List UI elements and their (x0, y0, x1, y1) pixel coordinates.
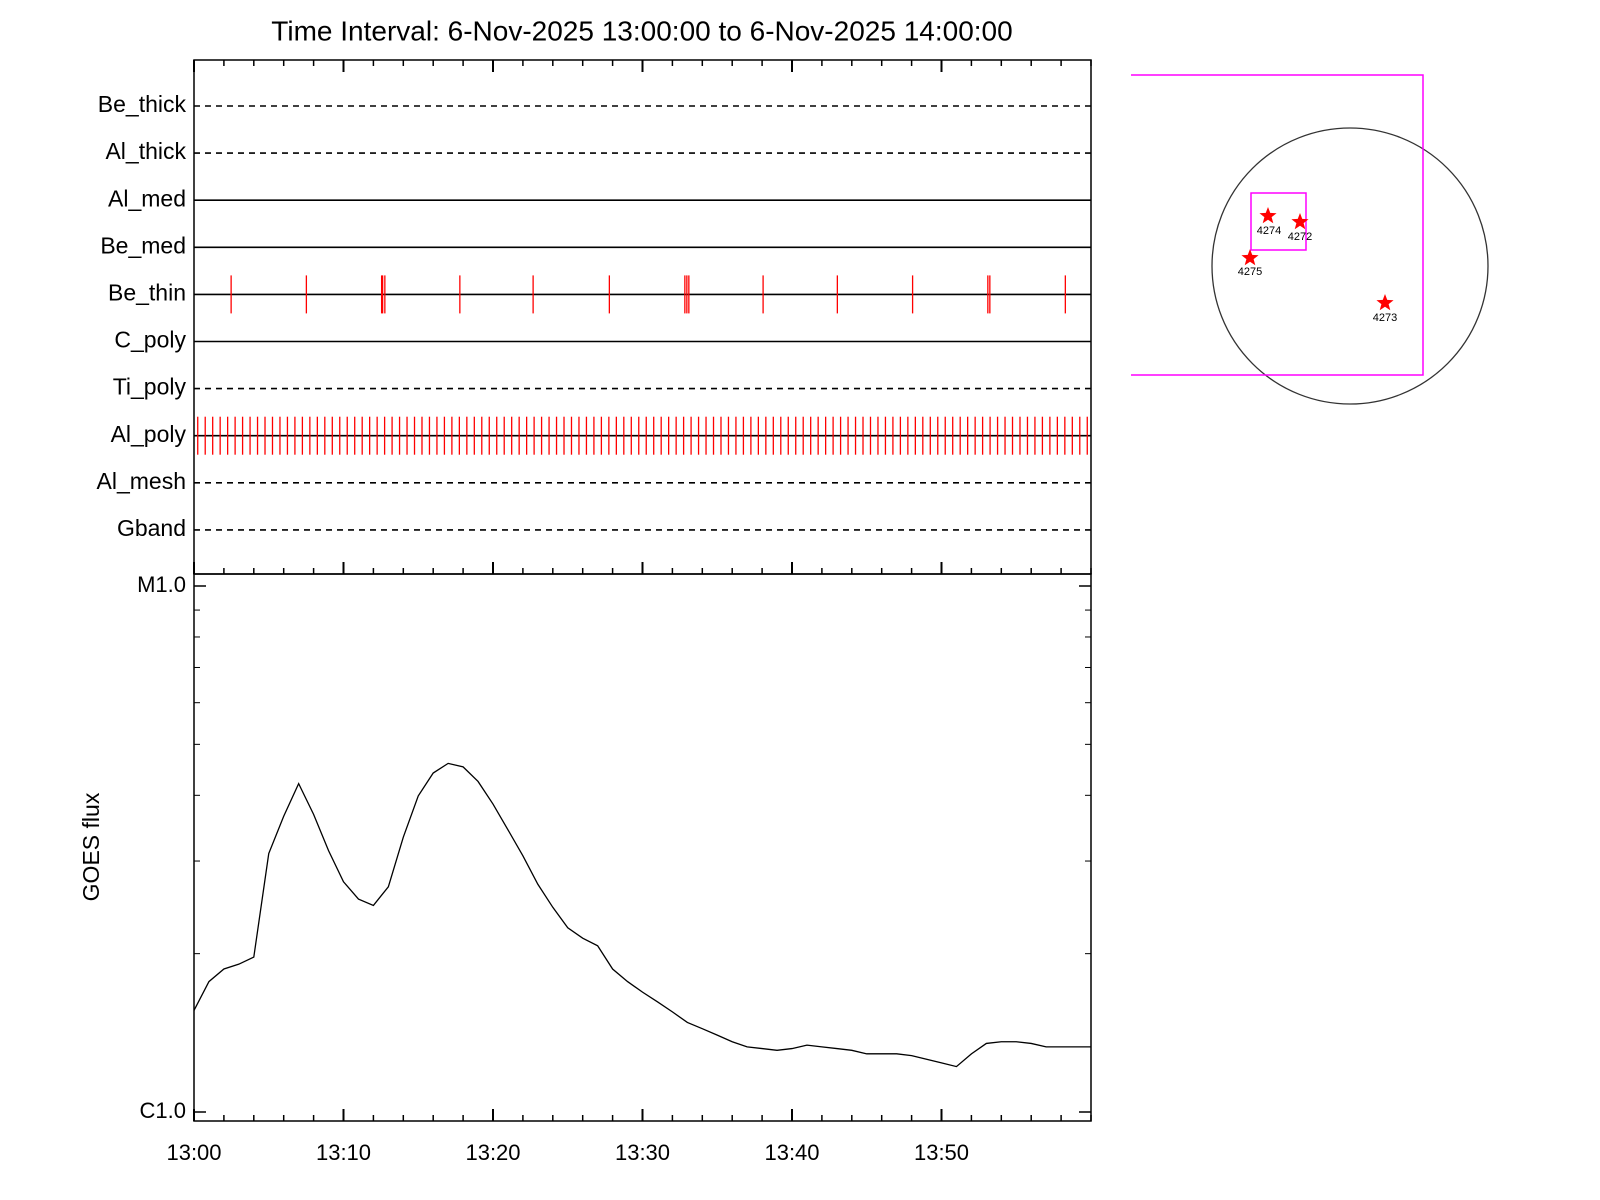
filter-label: Gband (117, 515, 186, 541)
fov-box (1131, 74, 1424, 376)
filter-label: Be_thin (108, 279, 186, 305)
x-tick-label: 13:50 (914, 1140, 969, 1165)
plot-frame (193, 59, 1092, 575)
plot-frame (193, 573, 1092, 1122)
x-tick-label: 13:10 (316, 1140, 371, 1165)
region-label: 4275 (1238, 266, 1262, 278)
y-axis-label: GOES flux (78, 792, 104, 901)
filter-label: Be_med (100, 232, 186, 258)
x-tick-label: 13:40 (764, 1140, 819, 1165)
filter-label: Al_med (108, 185, 186, 211)
sun-map: 4274 4272 4275 4273 (1131, 74, 1489, 405)
x-tick-label: 13:00 (166, 1140, 221, 1165)
region-star (1376, 294, 1394, 311)
region-label: 4273 (1373, 312, 1397, 324)
filter-label: Ti_poly (113, 374, 187, 400)
filter-label: Al_poly (111, 421, 187, 447)
region-star (1241, 249, 1259, 266)
filter-label: C_poly (114, 327, 186, 353)
filter-label: Al_mesh (97, 468, 186, 494)
y-tick-label: C1.0 (140, 1098, 186, 1123)
fov-box (1250, 192, 1307, 251)
chart-title: Time Interval: 6-Nov-2025 13:00:00 to 6-… (271, 15, 1012, 46)
solar-disk (1211, 127, 1489, 405)
goes-line (193, 762, 1091, 1068)
x-tick-label: 13:30 (615, 1140, 670, 1165)
filter-label: Al_thick (105, 138, 186, 164)
filter-label: Be_thick (98, 91, 187, 117)
x-tick-label: 13:20 (465, 1140, 520, 1165)
region-label: 4272 (1288, 231, 1312, 243)
y-tick-label: M1.0 (137, 572, 186, 597)
region-label: 4274 (1257, 225, 1281, 237)
region-star (1259, 207, 1277, 224)
